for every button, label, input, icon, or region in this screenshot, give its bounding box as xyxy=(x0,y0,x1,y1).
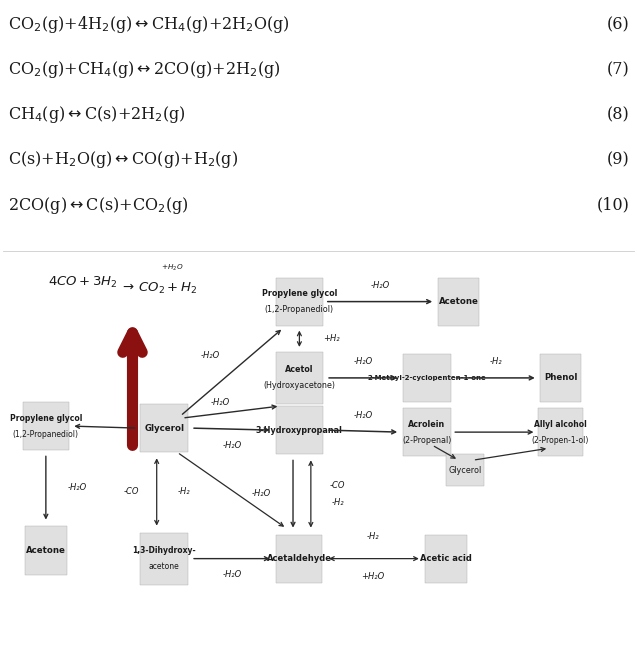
Text: Acetaldehyde: Acetaldehyde xyxy=(267,554,332,563)
Text: -H₂O: -H₂O xyxy=(210,398,229,407)
Bar xyxy=(438,278,479,326)
Text: +H₂O: +H₂O xyxy=(361,572,384,581)
Text: Acetone: Acetone xyxy=(26,546,66,555)
Text: -H₂O: -H₂O xyxy=(201,351,220,360)
Bar xyxy=(141,533,189,584)
Text: -H₂O: -H₂O xyxy=(222,441,241,450)
Text: -CO: -CO xyxy=(124,487,139,496)
Text: -H₂O: -H₂O xyxy=(370,281,390,290)
Text: 2CO(g)$\leftrightarrow$C(s)+CO$_2$(g): 2CO(g)$\leftrightarrow$C(s)+CO$_2$(g) xyxy=(8,195,189,215)
Text: (9): (9) xyxy=(606,151,629,168)
Bar xyxy=(276,535,322,582)
Text: -CO: -CO xyxy=(330,481,345,490)
Text: Acetone: Acetone xyxy=(439,297,478,306)
Bar xyxy=(141,404,189,452)
Text: (1,2-Propanediol): (1,2-Propanediol) xyxy=(265,305,334,314)
Text: -H₂O: -H₂O xyxy=(354,411,373,420)
Bar xyxy=(540,354,582,402)
Text: Propylene glycol: Propylene glycol xyxy=(10,413,82,422)
Text: (1,2-Propanediol): (1,2-Propanediol) xyxy=(13,430,79,439)
Text: (7): (7) xyxy=(606,61,629,78)
Text: 2-Methyl-2-cyclopenten-1-one: 2-Methyl-2-cyclopenten-1-one xyxy=(368,375,486,381)
Text: Acrolein: Acrolein xyxy=(408,420,445,428)
Text: Acetic acid: Acetic acid xyxy=(420,554,472,563)
Bar xyxy=(275,352,323,404)
Text: CO$_2$(g)+CH$_4$(g)$\leftrightarrow$2CO(g)+2H$_2$(g): CO$_2$(g)+CH$_4$(g)$\leftrightarrow$2CO(… xyxy=(8,59,280,80)
Text: -H₂O: -H₂O xyxy=(68,483,87,492)
Bar xyxy=(275,406,323,454)
Text: +H₂: +H₂ xyxy=(323,334,340,343)
Bar xyxy=(446,454,484,486)
Text: (8): (8) xyxy=(606,106,629,123)
Text: -H₂O: -H₂O xyxy=(222,570,241,579)
Text: Phenol: Phenol xyxy=(544,374,577,383)
Text: (2-Propen-1-ol): (2-Propen-1-ol) xyxy=(532,436,589,445)
Text: -H₂O: -H₂O xyxy=(354,357,373,366)
Text: (10): (10) xyxy=(596,197,629,214)
Text: Propylene glycol: Propylene glycol xyxy=(262,289,337,298)
Text: CO$_2$(g)+4H$_2$(g)$\leftrightarrow$CH$_4$(g)+2H$_2$O(g): CO$_2$(g)+4H$_2$(g)$\leftrightarrow$CH$_… xyxy=(8,14,290,35)
Text: $^{+H_2O}$: $^{+H_2O}$ xyxy=(161,264,183,274)
Text: (6): (6) xyxy=(606,16,629,33)
Text: $\rightarrow\,CO_2+H_2$: $\rightarrow\,CO_2+H_2$ xyxy=(120,281,197,296)
Text: Allyl alcohol: Allyl alcohol xyxy=(534,420,587,428)
Text: $4CO+3H_2$: $4CO+3H_2$ xyxy=(48,274,117,290)
Text: -H₂: -H₂ xyxy=(177,487,190,496)
Text: -H₂: -H₂ xyxy=(366,532,379,541)
Text: Glycerol: Glycerol xyxy=(448,466,482,475)
Text: Glycerol: Glycerol xyxy=(145,424,184,432)
Bar xyxy=(426,535,466,582)
Bar xyxy=(403,354,451,402)
Bar xyxy=(23,402,69,450)
Text: -H₂: -H₂ xyxy=(331,498,344,507)
Text: 3-Hydroxypropanal: 3-Hydroxypropanal xyxy=(256,426,343,435)
Bar xyxy=(403,408,451,456)
Text: 1,3-Dihydroxy-: 1,3-Dihydroxy- xyxy=(132,546,196,555)
Text: (2-Propenal): (2-Propenal) xyxy=(402,436,452,445)
Bar xyxy=(275,278,323,326)
Bar xyxy=(538,408,583,456)
Text: -H₂O: -H₂O xyxy=(252,490,271,498)
Text: CH$_4$(g)$\leftrightarrow$C(s)+2H$_2$(g): CH$_4$(g)$\leftrightarrow$C(s)+2H$_2$(g) xyxy=(8,104,185,125)
Text: C(s)+H$_2$O(g)$\leftrightarrow$CO(g)+H$_2$(g): C(s)+H$_2$O(g)$\leftrightarrow$CO(g)+H$_… xyxy=(8,150,238,170)
Text: -H₂: -H₂ xyxy=(489,357,502,366)
Bar xyxy=(25,526,66,575)
Text: (Hydroxyacetone): (Hydroxyacetone) xyxy=(263,381,336,390)
Text: Acetol: Acetol xyxy=(285,366,313,374)
Text: acetone: acetone xyxy=(149,562,180,571)
